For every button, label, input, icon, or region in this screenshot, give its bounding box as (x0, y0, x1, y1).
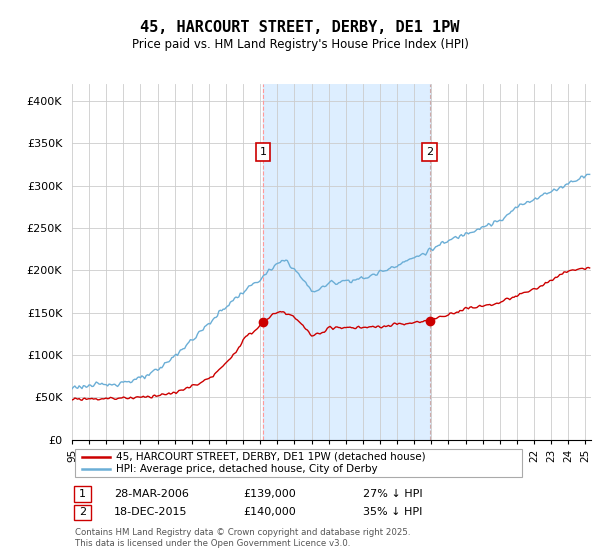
Text: Price paid vs. HM Land Registry's House Price Index (HPI): Price paid vs. HM Land Registry's House … (131, 38, 469, 51)
Text: £140,000: £140,000 (243, 507, 296, 517)
Text: 28-MAR-2006: 28-MAR-2006 (114, 489, 189, 499)
Text: 2: 2 (427, 147, 433, 157)
Text: 27% ↓ HPI: 27% ↓ HPI (363, 489, 422, 499)
Text: 35% ↓ HPI: 35% ↓ HPI (363, 507, 422, 517)
Text: HPI: Average price, detached house, City of Derby: HPI: Average price, detached house, City… (116, 464, 377, 474)
Text: 18-DEC-2015: 18-DEC-2015 (114, 507, 187, 517)
Text: 45, HARCOURT STREET, DERBY, DE1 1PW (detached house): 45, HARCOURT STREET, DERBY, DE1 1PW (det… (116, 452, 425, 462)
Text: 45, HARCOURT STREET, DERBY, DE1 1PW: 45, HARCOURT STREET, DERBY, DE1 1PW (140, 20, 460, 35)
Text: 1: 1 (260, 147, 266, 157)
Bar (263, 84, 430, 440)
Text: Contains HM Land Registry data © Crown copyright and database right 2025.
This d: Contains HM Land Registry data © Crown c… (75, 528, 410, 548)
Text: 1: 1 (79, 489, 86, 499)
Text: £139,000: £139,000 (243, 489, 296, 499)
Text: 2: 2 (79, 507, 86, 517)
